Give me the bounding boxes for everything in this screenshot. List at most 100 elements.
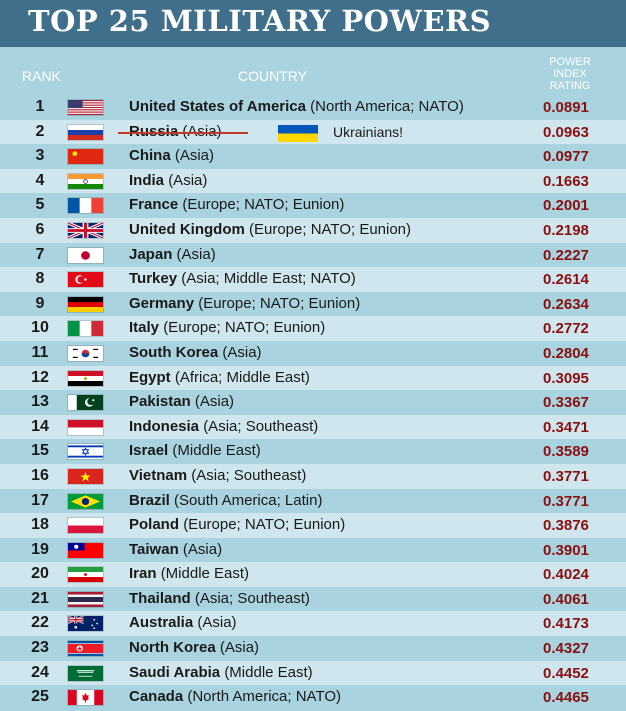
country-region: (Asia) — [222, 343, 262, 361]
table-row: 3 China (Asia) 0.0977 — [0, 144, 626, 169]
rank-value: 9 — [35, 294, 45, 312]
rank-value: 15 — [31, 442, 49, 460]
country-name: Brazil — [129, 491, 170, 509]
power-index-rating: 0.4452 — [543, 664, 589, 682]
france-flag-icon — [68, 198, 103, 214]
power-index-rating: 0.2614 — [543, 271, 589, 289]
rank-value: 3 — [35, 147, 45, 165]
country-region: (Asia; Southeast) — [194, 589, 310, 607]
country-name: Israel — [129, 442, 169, 460]
rank-value: 24 — [31, 663, 49, 681]
pakistan-flag-icon — [68, 395, 103, 411]
country-region: (Europe; NATO; Eunion) — [198, 294, 361, 312]
country-label: North Korea (Asia) — [129, 639, 259, 656]
indonesia-flag-icon — [68, 419, 103, 435]
rating-header-line: RATING — [549, 80, 591, 92]
country-label: Poland (Europe; NATO; Eunion) — [129, 516, 345, 533]
country-label: Thailand (Asia; Southeast) — [129, 590, 310, 607]
country-region: (North America; NATO) — [187, 688, 341, 706]
power-index-rating: 0.3589 — [543, 443, 589, 461]
power-index-rating: 0.4173 — [543, 615, 589, 633]
rank-value: 7 — [35, 245, 45, 263]
country-name: Italy — [129, 319, 160, 337]
country-label: Turkey (Asia; Middle East; NATO) — [129, 270, 356, 287]
rating-column-header: POWER INDEX RATING — [536, 56, 604, 92]
country-label: Vietnam (Asia; Southeast) — [129, 467, 306, 484]
country-label: Saudi Arabia (Middle East) — [129, 664, 313, 681]
table-row: 21 Thailand (Asia; Southeast) 0.4061 — [0, 586, 626, 612]
power-index-rating: 0.3471 — [543, 418, 589, 436]
ukraine-flag-icon — [278, 124, 318, 142]
saudi-arabia-flag-icon — [68, 665, 103, 681]
table-row: 4 India (Asia) 0.1663 — [0, 168, 626, 194]
rank-value: 5 — [35, 196, 45, 214]
rank-value: 4 — [35, 171, 45, 189]
country-region: (Africa; Middle East) — [174, 368, 310, 386]
rank-value: 17 — [31, 491, 49, 509]
table-row: 12 Egypt (Africa; Middle East) 0.3095 — [0, 365, 626, 391]
country-region: (Asia) — [174, 147, 215, 165]
country-label: Israel (Middle East) — [129, 442, 261, 459]
country-name: Thailand — [129, 589, 191, 607]
country-region: (Europe; NATO; Eunion) — [249, 220, 412, 238]
rank-column-header: RANK — [22, 68, 61, 84]
table-row: 8 Turkey (Asia; Middle East; NATO) 0.2614 — [0, 267, 626, 292]
power-index-rating: 0.2804 — [543, 344, 589, 362]
rank-value: 13 — [31, 393, 49, 411]
power-index-rating: 0.3901 — [543, 541, 589, 559]
india-flag-icon — [68, 173, 103, 189]
annotation-label: Ukrainians! — [333, 123, 404, 140]
country-region: (Middle East) — [172, 442, 261, 460]
table-row: 6 United Kingdom (Europe; NATO; Eunion) 0.… — [0, 217, 626, 243]
power-index-rating: 0.0891 — [543, 99, 589, 116]
vietnam-flag-icon — [68, 468, 103, 484]
table-row: 20 Iran (Middle East) 0.4024 — [0, 562, 626, 587]
brazil-flag-icon — [68, 493, 103, 509]
power-index-rating: 0.0977 — [543, 148, 589, 166]
rating-header-line: INDEX — [553, 68, 587, 80]
country-label: Taiwan (Asia) — [129, 541, 222, 558]
table-row: 2 Russia (Asia) 0.0963 Ukrainians! — [0, 119, 626, 145]
table-row: 7 Japan (Asia) 0.2227 — [0, 242, 626, 268]
power-index-rating: 0.4061 — [543, 590, 589, 608]
rank-value: 23 — [31, 639, 49, 657]
power-index-rating: 0.3876 — [543, 517, 589, 535]
country-label: Egypt (Africa; Middle East) — [129, 369, 310, 386]
country-label: Indonesia (Asia; Southeast) — [129, 418, 318, 435]
table-row: 18 Poland (Europe; NATO; Eunion) 0.3876 — [0, 513, 626, 538]
country-label: India (Asia) — [129, 172, 207, 189]
power-index-rating: 0.3771 — [543, 467, 589, 485]
table-row: 24 Saudi Arabia (Middle East) 0.4452 — [0, 660, 626, 686]
country-region: (Asia) — [182, 540, 223, 558]
us-flag-icon — [68, 100, 103, 115]
country-name: Turkey — [129, 270, 178, 288]
japan-flag-icon — [68, 247, 103, 263]
table-row: 25 Canada (North America; NATO) 0.4465 — [0, 685, 626, 710]
country-name: Indonesia — [129, 417, 200, 435]
country-name: Vietnam — [129, 466, 188, 484]
country-label: South Korea (Asia) — [129, 344, 262, 361]
country-name: Canada — [129, 688, 184, 706]
taiwan-flag-icon — [68, 542, 103, 558]
country-label: United Kingdom (Europe; NATO; Eunion) — [129, 221, 411, 238]
rank-value: 25 — [31, 688, 49, 706]
country-column-header: COUNTRY — [238, 68, 307, 84]
country-label: Canada (North America; NATO) — [129, 688, 341, 705]
page-title: TOP 25 MILITARY POWERS — [28, 4, 492, 38]
country-name: United Kingdom — [129, 220, 245, 238]
country-region: (Asia) — [176, 245, 216, 263]
country-name: India — [129, 171, 165, 189]
country-name: Taiwan — [129, 540, 179, 558]
country-label: Russia (Asia) — [129, 123, 222, 140]
egypt-flag-icon — [68, 370, 103, 386]
table-row: 15 Israel (Middle East) 0.3589 — [0, 439, 626, 464]
rank-value: 21 — [31, 589, 49, 607]
rank-value: 6 — [35, 220, 45, 238]
power-index-rating: 0.3771 — [543, 492, 589, 510]
russia-flag-icon — [68, 124, 103, 140]
china-flag-icon — [68, 149, 103, 165]
italy-flag-icon — [68, 321, 103, 337]
table-row: 17 Brazil (South America; Latin) 0.3771 — [0, 488, 626, 514]
uk-flag-icon — [68, 222, 103, 238]
rank-value: 18 — [31, 516, 49, 534]
